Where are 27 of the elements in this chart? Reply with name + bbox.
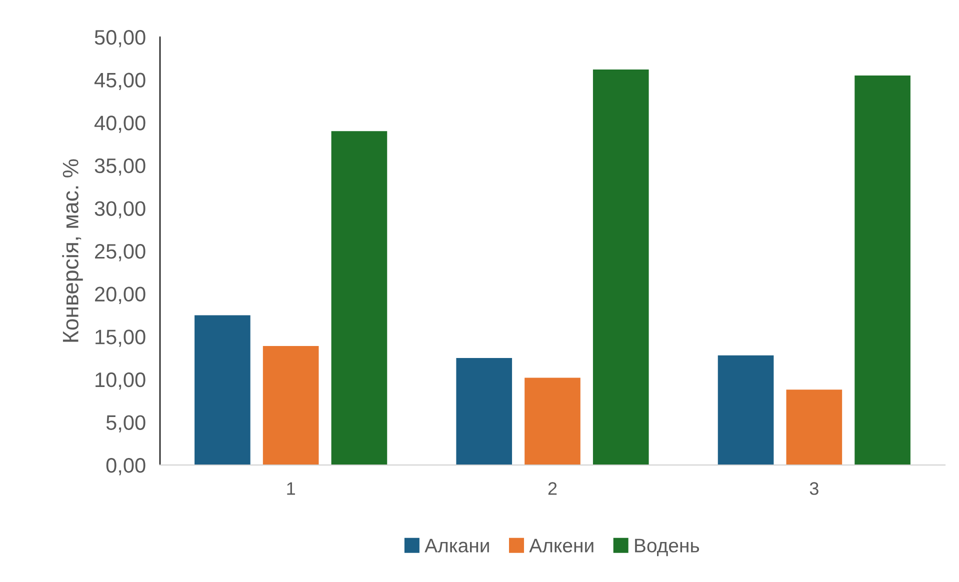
y-tick-label: 40,00 [94, 116, 146, 133]
y-tick-label: 15,00 [96, 330, 146, 347]
y-tick-label: 5,00 [106, 415, 146, 432]
bar [854, 76, 910, 465]
bar [194, 315, 250, 465]
y-tick-label: 45,00 [94, 72, 146, 90]
legend-label: Алкени [529, 538, 594, 552]
y-tick-label: 35,00 [94, 158, 146, 176]
legend-label: Водень [635, 538, 700, 556]
legend-label: Алкани [424, 538, 489, 552]
y-tick-label: 10,00 [96, 372, 146, 390]
bar [718, 355, 774, 465]
x-tick-label: 1 [287, 482, 295, 495]
y-tick-label: 25,00 [95, 244, 146, 262]
y-tick-label: 30,00 [94, 201, 146, 218]
bar [331, 131, 388, 465]
bar [524, 378, 580, 465]
x-tick-label: 2 [548, 482, 557, 495]
y-tick-label: 50,00 [94, 30, 146, 48]
y-tick-label: 0,00 [106, 458, 146, 476]
bar [592, 70, 649, 465]
bar [262, 346, 319, 465]
bar [456, 358, 512, 465]
y-axis-title: Конверсія, мас. % [62, 159, 83, 342]
bar [786, 390, 842, 465]
x-tick-label: 3 [810, 482, 818, 495]
y-tick-label: 20,00 [95, 286, 146, 304]
